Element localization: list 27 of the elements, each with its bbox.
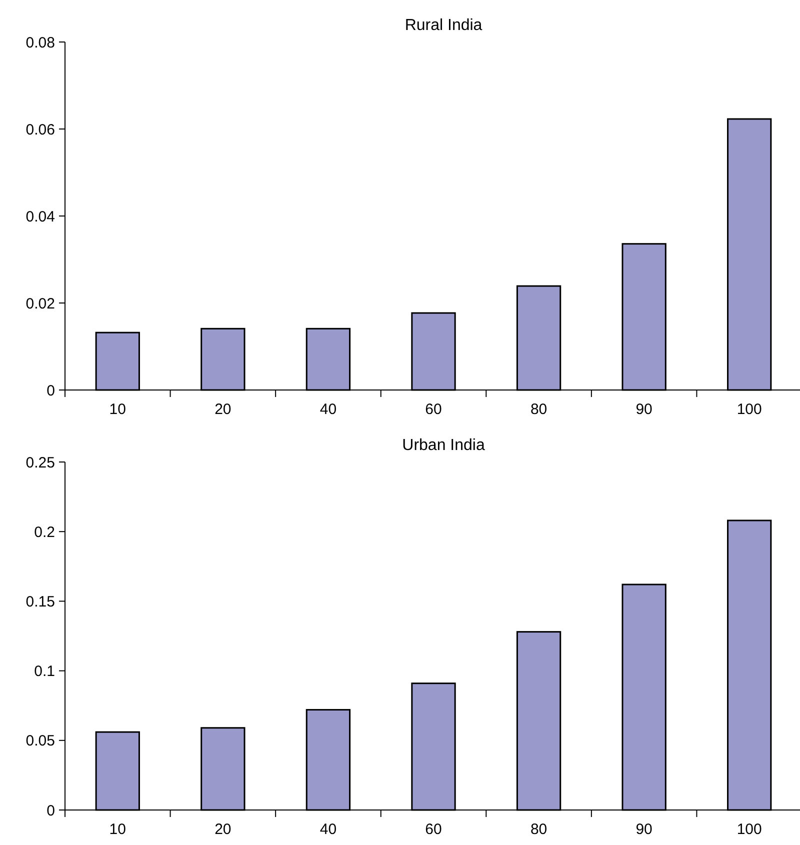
y-tick-label: 0.1 (34, 663, 55, 680)
x-tick-label: 20 (214, 401, 232, 418)
x-tick-label: 20 (214, 821, 232, 838)
x-tick-label: 90 (636, 821, 652, 838)
x-tick-label: 80 (530, 401, 548, 418)
chart-title: Urban India (402, 437, 485, 454)
chart-title: Rural India (404, 17, 482, 34)
y-tick-label: 0.06 (26, 121, 55, 138)
y-tick-label: 0.08 (26, 34, 55, 52)
x-tick-label: 100 (736, 401, 762, 418)
y-tick-label: 0.2 (34, 524, 55, 541)
y-tick-label: 0 (46, 802, 55, 820)
x-tick-label: 40 (320, 821, 337, 838)
x-tick-label: 90 (636, 401, 652, 418)
x-tick-label: 100 (736, 821, 762, 838)
x-tick-label: 80 (530, 821, 548, 838)
y-tick-label: 0.25 (26, 454, 55, 472)
x-tick-label: 10 (109, 821, 126, 838)
y-tick-label: 0 (46, 382, 55, 400)
x-tick-label: 60 (425, 821, 442, 838)
y-tick-label: 0.02 (26, 295, 55, 312)
y-tick-label: 0.15 (26, 593, 55, 610)
y-tick-label: 0.05 (26, 732, 55, 750)
x-tick-label: 60 (425, 401, 442, 418)
y-tick-label: 0.04 (26, 208, 55, 226)
x-tick-label: 10 (109, 401, 126, 418)
x-tick-label: 40 (320, 401, 337, 418)
